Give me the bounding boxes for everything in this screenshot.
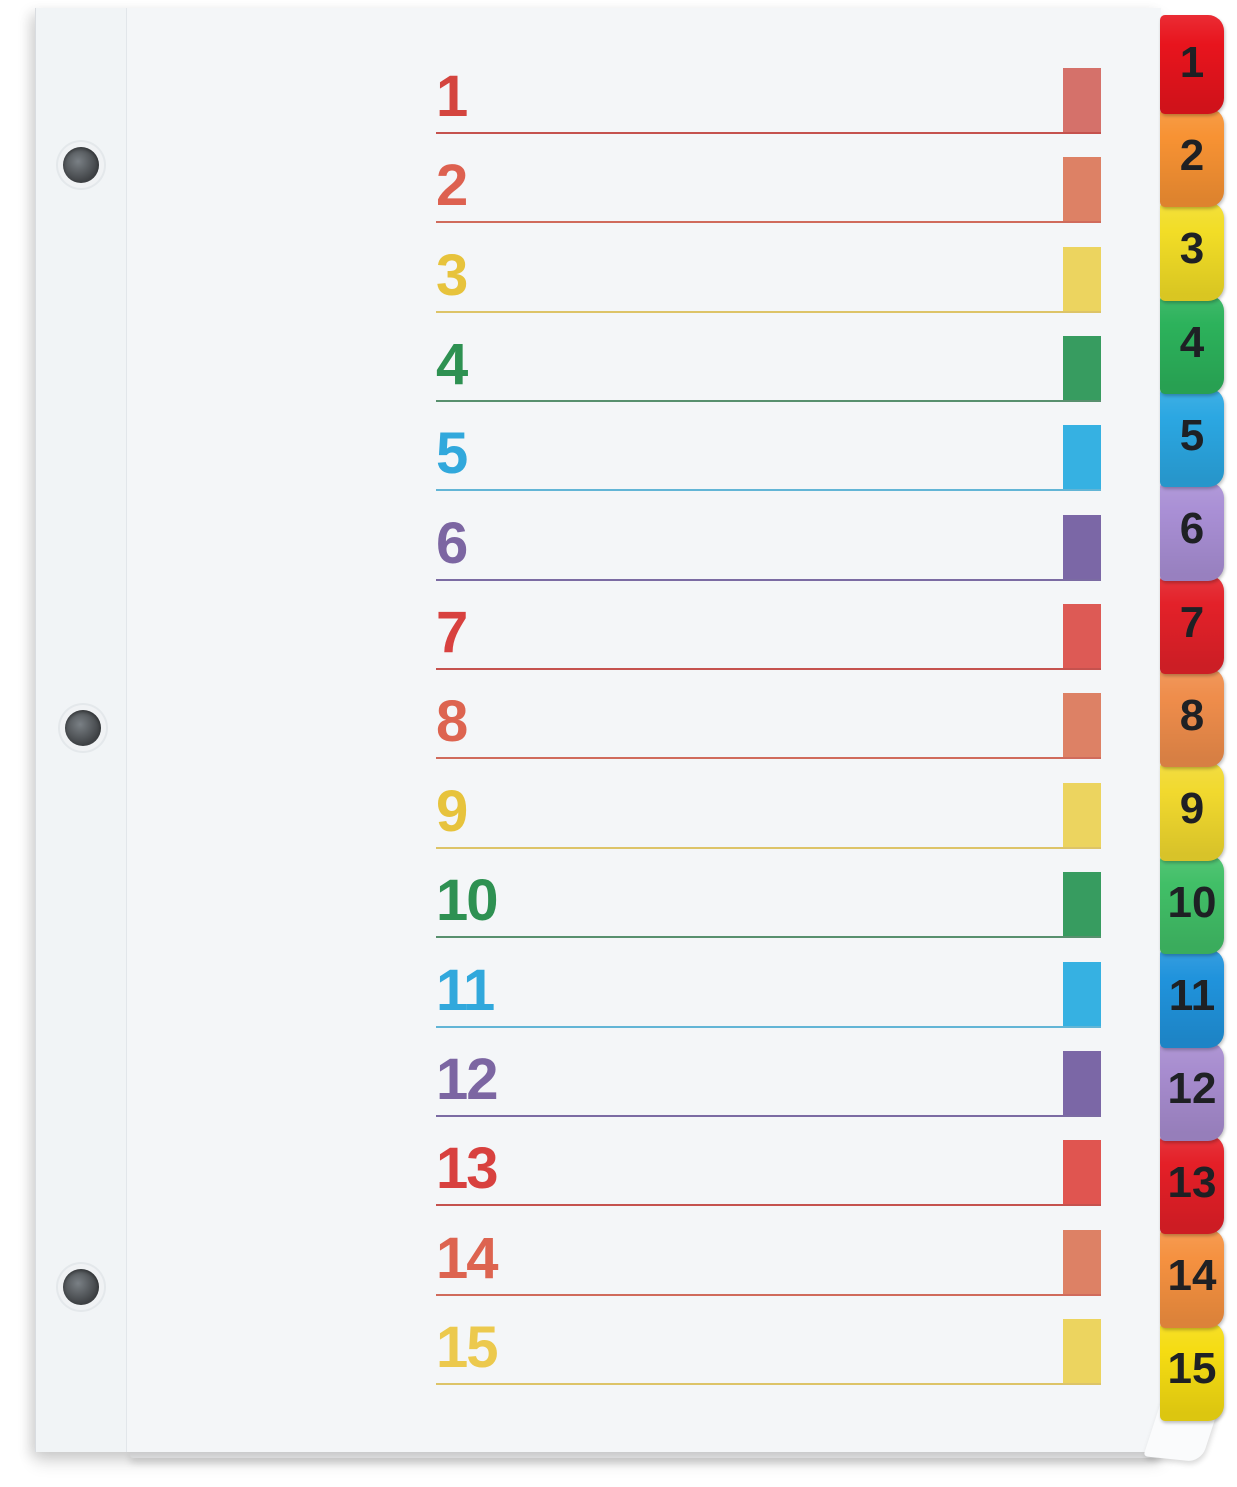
divider-row: 14: [436, 1224, 1101, 1296]
row-color-swatch: [1063, 68, 1101, 132]
index-tab: 1: [1160, 15, 1224, 114]
row-color-swatch: [1063, 872, 1101, 937]
index-tab: 4: [1160, 295, 1224, 395]
index-tab: 3: [1160, 201, 1224, 301]
row-number-label: 13: [436, 1136, 498, 1202]
divider-row: 8: [436, 687, 1101, 760]
index-tab: 14: [1160, 1228, 1224, 1328]
divider-row: 10: [436, 866, 1101, 939]
row-number-label: 4: [436, 332, 468, 398]
row-number-label: 9: [436, 778, 468, 844]
index-tab: 7: [1160, 575, 1224, 675]
row-number-label: 14: [436, 1225, 498, 1291]
row-color-swatch: [1063, 782, 1101, 847]
index-tab: 13: [1160, 1135, 1224, 1235]
tab-number-label: 11: [1168, 971, 1216, 1021]
tab-number-label: 13: [1167, 1157, 1217, 1207]
row-number-label: 11: [436, 957, 495, 1023]
tab-number-label: 15: [1167, 1344, 1217, 1394]
divider-row: 15: [436, 1313, 1101, 1385]
row-number-label: 12: [436, 1046, 498, 1112]
row-number-label: 1: [436, 64, 468, 129]
toc-rows: 1 2 3 4 5 6 7 8 9 10 11: [36, 8, 1161, 1452]
tab-number-label: 12: [1167, 1064, 1217, 1114]
row-color-swatch: [1063, 604, 1101, 669]
tab-number-label: 5: [1179, 411, 1205, 461]
tab-number-label: 8: [1179, 691, 1205, 741]
tab-number-label: 3: [1179, 224, 1205, 274]
index-tab: 11: [1160, 948, 1224, 1048]
divider-row: 4: [436, 330, 1101, 403]
divider-row: 13: [436, 1134, 1101, 1207]
index-tab: 5: [1160, 388, 1224, 488]
row-color-swatch: [1063, 425, 1101, 490]
row-number-label: 2: [436, 153, 468, 219]
row-color-swatch: [1063, 1140, 1101, 1205]
tab-stack: 1 2 3 4 5 6 7 8 9 10 11: [1160, 15, 1232, 1440]
index-tab: 9: [1160, 761, 1224, 861]
tab-number-label: 2: [1179, 131, 1205, 181]
index-tab: 12: [1160, 1041, 1224, 1141]
row-number-label: 15: [436, 1314, 498, 1380]
tab-number-label: 14: [1167, 1251, 1217, 1301]
index-tab: 10: [1160, 855, 1224, 955]
row-color-swatch: [1063, 961, 1101, 1026]
divider-row: 3: [436, 241, 1101, 313]
row-color-swatch: [1063, 514, 1101, 579]
row-color-swatch: [1063, 693, 1101, 758]
row-color-swatch: [1063, 157, 1101, 222]
index-tab: 15: [1160, 1321, 1224, 1421]
index-tab: 8: [1160, 668, 1224, 768]
divider-row: 5: [436, 419, 1101, 492]
row-number-label: 6: [436, 510, 468, 576]
index-tab: 2: [1160, 108, 1224, 208]
divider-row: 9: [436, 777, 1101, 849]
punch-hole-bottom: [63, 1269, 99, 1305]
row-number-label: 7: [436, 600, 468, 666]
punch-hole-middle: [65, 710, 101, 746]
divider-row: 2: [436, 151, 1101, 224]
tab-number-label: 9: [1179, 784, 1205, 834]
index-tab: 6: [1160, 481, 1224, 581]
tab-number-label: 1: [1179, 37, 1205, 87]
divider-row: 12: [436, 1045, 1101, 1117]
divider-sheet: 1 2 3 4 5 6 7 8 9 10 11: [35, 8, 1161, 1452]
row-color-swatch: [1063, 1318, 1101, 1383]
tab-number-label: 10: [1167, 877, 1217, 927]
divider-row: 6: [436, 509, 1101, 581]
row-color-swatch: [1063, 246, 1101, 311]
tab-number-label: 6: [1179, 504, 1205, 554]
divider-row: 11: [436, 956, 1101, 1028]
punch-hole-top: [63, 147, 99, 183]
row-number-label: 5: [436, 421, 468, 487]
row-number-label: 8: [436, 689, 468, 755]
divider-row: 1: [436, 62, 1101, 134]
row-number-label: 10: [436, 868, 498, 934]
sheet-stack-bottom-edge: [130, 1452, 1160, 1458]
divider-row: 7: [436, 598, 1101, 671]
row-number-label: 3: [436, 242, 468, 308]
row-color-swatch: [1063, 1050, 1101, 1115]
tab-number-label: 4: [1179, 317, 1205, 367]
row-color-swatch: [1063, 1229, 1101, 1294]
row-color-swatch: [1063, 336, 1101, 401]
tab-number-label: 7: [1179, 597, 1205, 647]
